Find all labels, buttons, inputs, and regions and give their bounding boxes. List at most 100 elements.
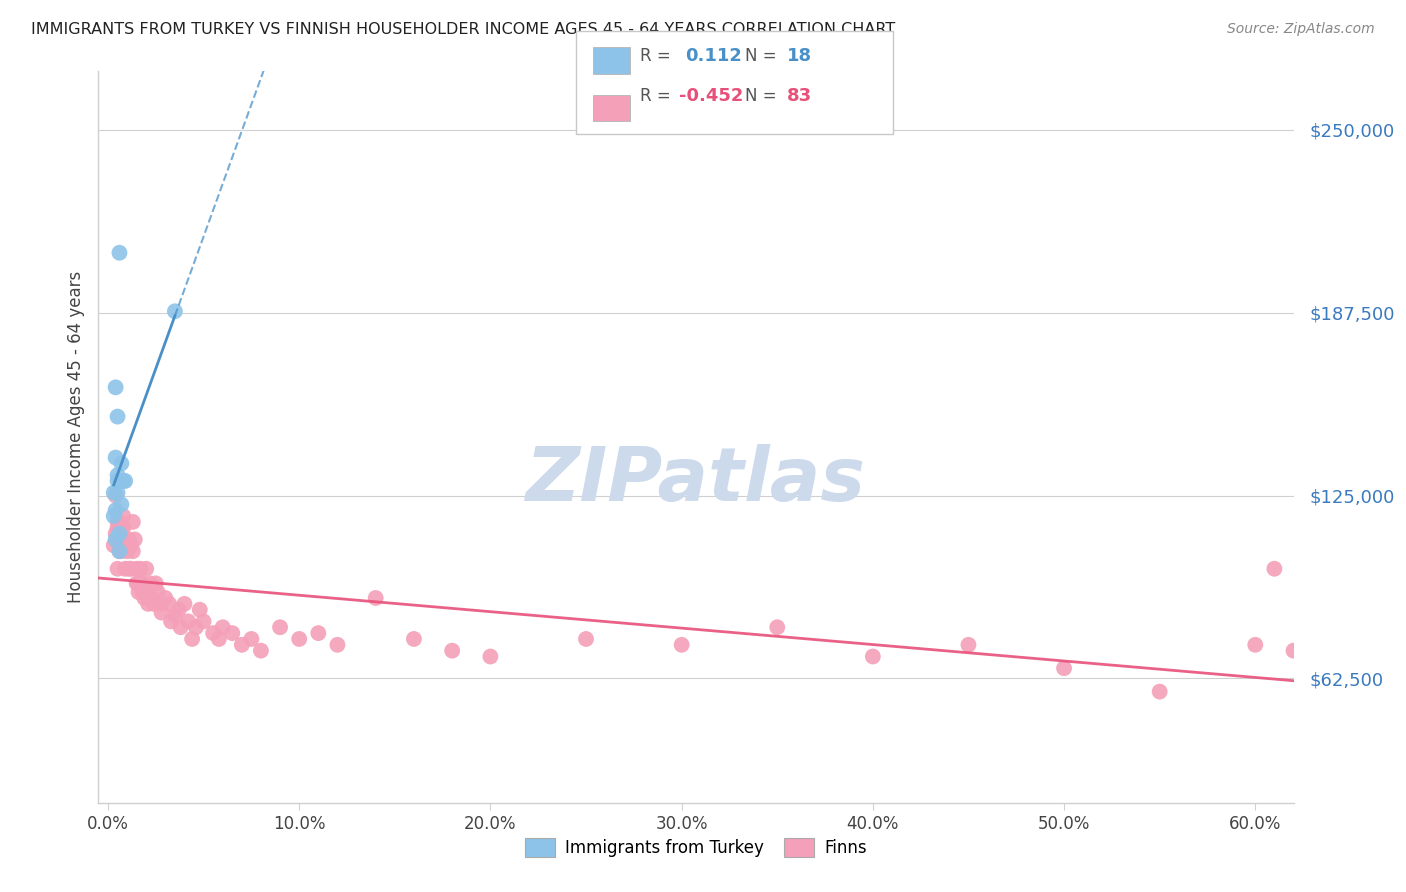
Point <box>1263 562 1285 576</box>
Point <box>103 538 125 552</box>
Text: 83: 83 <box>787 87 813 104</box>
Point <box>115 538 138 552</box>
Text: IMMIGRANTS FROM TURKEY VS FINNISH HOUSEHOLDER INCOME AGES 45 - 64 YEARS CORRELAT: IMMIGRANTS FROM TURKEY VS FINNISH HOUSEH… <box>31 22 896 37</box>
Text: Source: ZipAtlas.com: Source: ZipAtlas.com <box>1227 22 1375 37</box>
Point <box>181 632 204 646</box>
Text: N =: N = <box>745 87 776 104</box>
Point <box>1282 643 1305 657</box>
Point <box>479 649 502 664</box>
Point <box>957 638 980 652</box>
Point <box>128 576 150 591</box>
Text: N =: N = <box>745 47 776 65</box>
Point <box>1053 661 1076 675</box>
Point <box>167 603 190 617</box>
Point <box>163 304 186 318</box>
Point <box>184 620 207 634</box>
Point <box>141 591 163 605</box>
Text: R =: R = <box>640 87 671 104</box>
Point <box>108 526 131 541</box>
Point <box>441 643 464 657</box>
Point <box>160 615 183 629</box>
Point <box>107 468 129 483</box>
Point <box>364 591 387 605</box>
Point <box>124 533 146 547</box>
Point <box>112 509 135 524</box>
Point <box>202 626 225 640</box>
Point <box>107 521 129 535</box>
Y-axis label: Householder Income Ages 45 - 64 years: Householder Income Ages 45 - 64 years <box>66 271 84 603</box>
Point <box>146 585 169 599</box>
Point <box>307 626 329 640</box>
Point <box>142 597 165 611</box>
Point <box>155 591 177 605</box>
Point <box>104 450 127 465</box>
Point <box>104 489 127 503</box>
Point <box>120 538 142 552</box>
Point <box>104 533 127 547</box>
Point <box>108 544 131 558</box>
Point <box>118 533 141 547</box>
Point <box>129 562 152 576</box>
Point <box>188 603 211 617</box>
Point <box>104 380 127 394</box>
Point <box>1149 684 1171 698</box>
Point <box>118 562 141 576</box>
Point <box>114 474 136 488</box>
Text: ZIPatlas: ZIPatlas <box>526 444 866 517</box>
Point <box>177 615 200 629</box>
Point <box>131 576 153 591</box>
Point <box>173 597 195 611</box>
Point <box>163 608 186 623</box>
Point <box>575 632 598 646</box>
Point <box>231 638 253 652</box>
Point <box>135 562 157 576</box>
Point <box>131 585 153 599</box>
Point <box>108 538 131 552</box>
Point <box>103 485 125 500</box>
Point <box>288 632 311 646</box>
Point <box>114 538 136 552</box>
Point <box>149 597 172 611</box>
Point <box>139 576 162 591</box>
Point <box>110 521 132 535</box>
Text: 0.112: 0.112 <box>685 47 741 65</box>
Point <box>108 245 131 260</box>
Point <box>326 638 349 652</box>
Point <box>110 538 132 552</box>
Point <box>107 562 129 576</box>
Point <box>1244 638 1267 652</box>
Point <box>112 533 135 547</box>
Point <box>240 632 263 646</box>
Point <box>108 544 131 558</box>
Point <box>112 521 135 535</box>
Point <box>208 632 231 646</box>
Point <box>671 638 693 652</box>
Point <box>110 457 132 471</box>
Point <box>107 409 129 424</box>
Point <box>107 485 129 500</box>
Point <box>1320 661 1343 675</box>
Point <box>169 620 191 634</box>
Point <box>269 620 291 634</box>
Point <box>157 597 180 611</box>
Point <box>134 591 156 605</box>
Point <box>107 515 129 529</box>
Point <box>129 576 152 591</box>
Point <box>150 606 173 620</box>
Text: R =: R = <box>640 47 671 65</box>
Point <box>110 544 132 558</box>
Point <box>250 643 273 657</box>
Point <box>211 620 233 634</box>
Point <box>221 626 243 640</box>
Point <box>1302 708 1324 723</box>
Point <box>107 474 129 488</box>
Point <box>125 562 148 576</box>
Point <box>145 576 167 591</box>
Text: 18: 18 <box>787 47 813 65</box>
Point <box>112 474 135 488</box>
Point <box>120 562 142 576</box>
Point <box>115 544 138 558</box>
Text: -0.452: -0.452 <box>679 87 744 104</box>
Point <box>128 585 150 599</box>
Point <box>104 526 127 541</box>
